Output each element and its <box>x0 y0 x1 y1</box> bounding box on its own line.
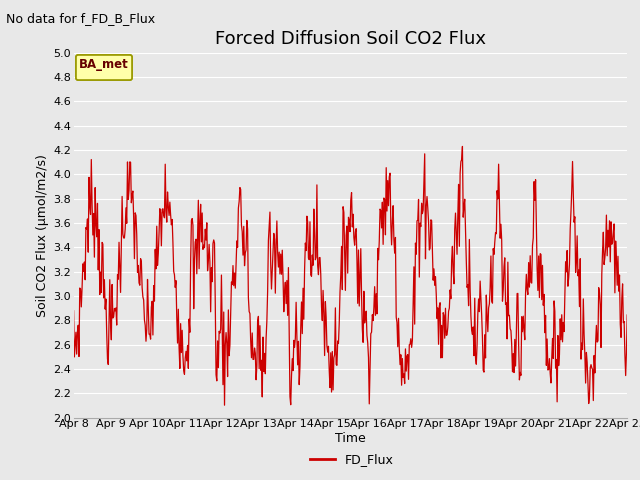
Title: Forced Diffusion Soil CO2 Flux: Forced Diffusion Soil CO2 Flux <box>215 30 486 48</box>
X-axis label: Time: Time <box>335 432 366 445</box>
Text: No data for f_FD_B_Flux: No data for f_FD_B_Flux <box>6 12 156 25</box>
Legend: FD_Flux: FD_Flux <box>305 448 399 471</box>
Y-axis label: Soil CO2 Flux (μmol/m2/s): Soil CO2 Flux (μmol/m2/s) <box>36 154 49 317</box>
Legend:  <box>76 55 132 80</box>
